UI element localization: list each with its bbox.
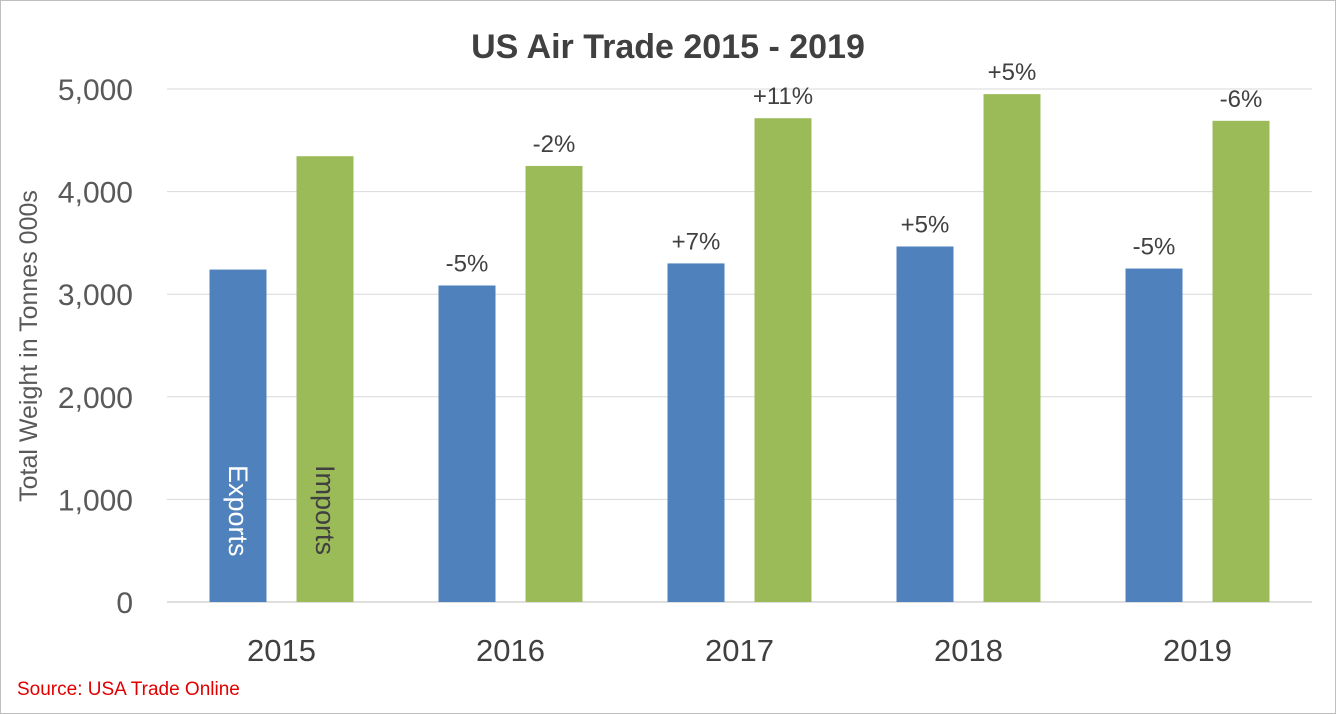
x-axis-categories: 2015 2016 2017 2018 2019 xyxy=(247,633,1232,668)
exports-bar-2018 xyxy=(896,246,954,602)
y-tick-label: 0 xyxy=(116,587,133,620)
y-tick-label: 2,000 xyxy=(58,382,133,415)
imports-change-label-2019: -6% xyxy=(1220,86,1263,113)
exports-bar-2016 xyxy=(438,285,496,602)
imports-bar-2018 xyxy=(983,94,1041,602)
imports-change-label-2017: +11% xyxy=(753,83,813,110)
x-category-label: 2016 xyxy=(476,633,545,668)
exports-change-label-2019: -5% xyxy=(1133,234,1176,261)
x-category-label: 2015 xyxy=(247,633,316,668)
bars xyxy=(209,94,1270,602)
x-category-label: 2018 xyxy=(934,633,1003,668)
imports-bar-2017 xyxy=(754,118,812,602)
y-tick-label: 4,000 xyxy=(58,177,133,210)
chart-title: US Air Trade 2015 - 2019 xyxy=(471,28,865,66)
exports-series-label: Exports xyxy=(223,465,253,557)
gridlines xyxy=(167,88,1312,603)
exports-change-label-2017: +7% xyxy=(672,228,721,255)
imports-bar-2019 xyxy=(1212,120,1270,602)
imports-bar-2016 xyxy=(525,165,583,602)
imports-bar-2015 xyxy=(296,156,354,602)
exports-change-label-2016: -5% xyxy=(446,250,489,277)
exports-bar-2019 xyxy=(1125,268,1183,602)
x-category-label: 2019 xyxy=(1163,633,1232,668)
imports-change-label-2018: +5% xyxy=(988,59,1037,86)
x-category-label: 2017 xyxy=(705,633,774,668)
y-tick-label: 1,000 xyxy=(58,484,133,517)
source-note: Source: USA Trade Online xyxy=(17,679,240,700)
imports-series-label: Imports xyxy=(310,465,340,555)
imports-change-label-2016: -2% xyxy=(533,131,576,158)
exports-bar-2017 xyxy=(667,263,725,602)
exports-bar-2015 xyxy=(209,269,267,602)
data-labels: Exports Imports -5% -2% +7% +11% +5% +5% -5% -6% xyxy=(223,59,1262,556)
y-tick-label: 5,000 xyxy=(58,74,133,107)
y-axis-label: Total Weight in Tonnes 000s xyxy=(15,190,43,502)
y-tick-label: 3,000 xyxy=(58,279,133,312)
y-axis-ticks: 0 1,000 2,000 3,000 4,000 5,000 xyxy=(58,74,133,620)
exports-change-label-2018: +5% xyxy=(901,211,950,238)
